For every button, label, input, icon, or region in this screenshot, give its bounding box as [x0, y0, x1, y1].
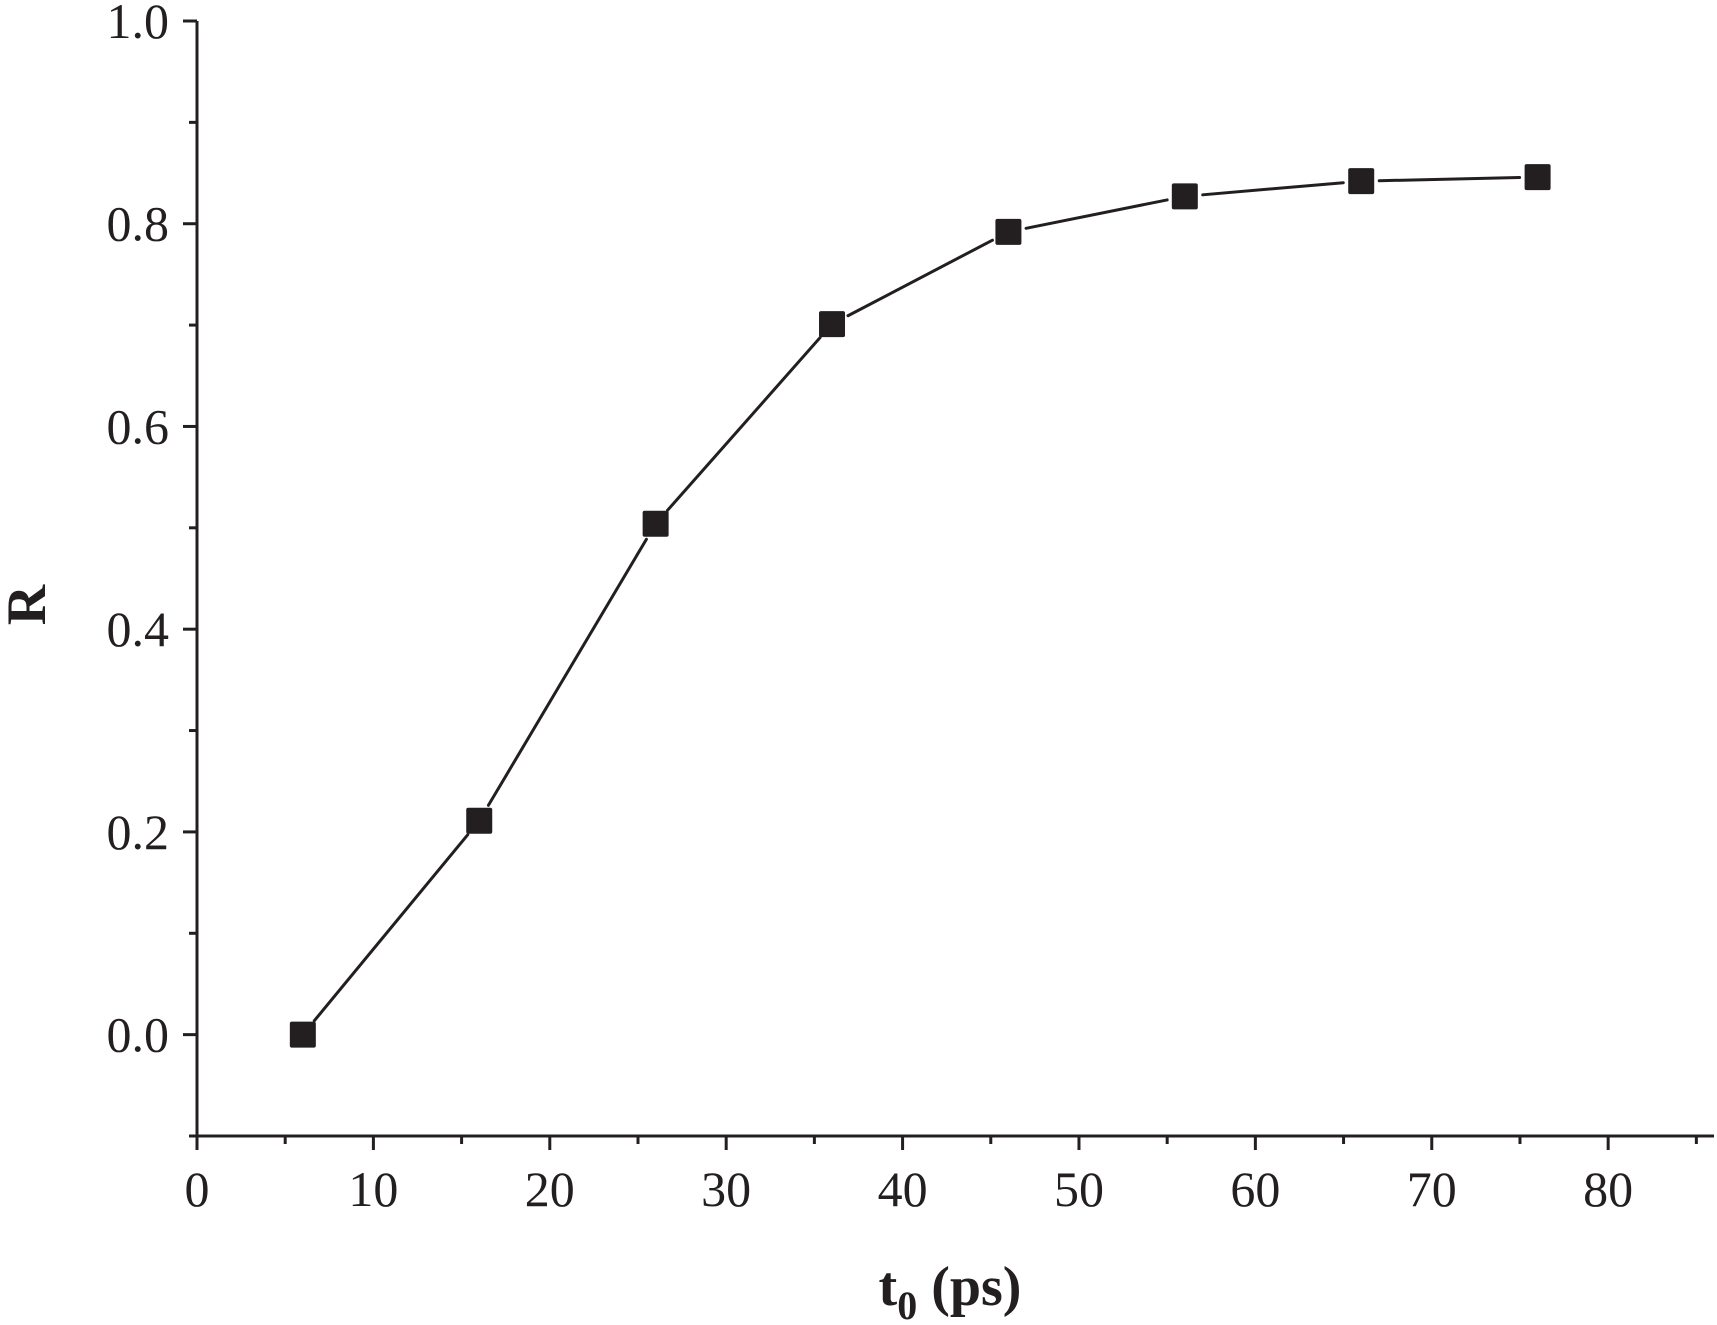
x-tick-label: 30: [701, 1161, 751, 1217]
y-tick-label: 0.4: [107, 601, 170, 657]
y-tick-label: 0.8: [107, 196, 170, 252]
x-tick-label: 50: [1054, 1161, 1104, 1217]
x-tick-label: 60: [1230, 1161, 1280, 1217]
x-tick-label: 0: [185, 1161, 210, 1217]
axes: 0.0 0.2 0.4 0.6 0.8 1.0 0 10 20 30 40 50 60 70 80: [107, 0, 1714, 1217]
data-point-marker: [1524, 164, 1551, 191]
series-line-segment: [666, 336, 822, 512]
data-point-marker: [1348, 168, 1375, 195]
y-tick-label: 0.2: [107, 804, 170, 860]
series-line-segment: [486, 537, 648, 807]
x-tick-label: 80: [1583, 1161, 1633, 1217]
data-point-marker: [289, 1021, 316, 1048]
y-tick-label: 1.0: [107, 0, 170, 49]
x-tick-label: 70: [1407, 1161, 1457, 1217]
data-point-marker: [1171, 183, 1198, 210]
data-point-marker: [466, 807, 493, 834]
series-line-segment: [1024, 198, 1169, 230]
x-tick-label: 20: [525, 1161, 575, 1217]
y-tick-label: 0.6: [107, 398, 170, 454]
x-axis-title-unit: (ps): [931, 1256, 1021, 1318]
x-axis-title-var: t: [879, 1256, 898, 1318]
series-line-segment: [312, 833, 470, 1023]
series-r: [289, 164, 1551, 1048]
data-point-marker: [995, 218, 1022, 245]
x-axis-title-subscript: 0: [897, 1283, 917, 1325]
series-line-segment: [1201, 181, 1345, 197]
series-line-segment: [1377, 176, 1522, 183]
y-tick-label: 0.0: [107, 1007, 170, 1063]
series-line-segment: [846, 238, 994, 318]
y-axis-title: R: [0, 584, 58, 625]
data-point-marker: [642, 510, 669, 537]
data-point-marker: [819, 311, 846, 338]
x-axis-title: t0 (ps): [879, 1256, 1022, 1325]
x-tick-label: 10: [348, 1161, 398, 1217]
x-tick-label: 40: [878, 1161, 928, 1217]
